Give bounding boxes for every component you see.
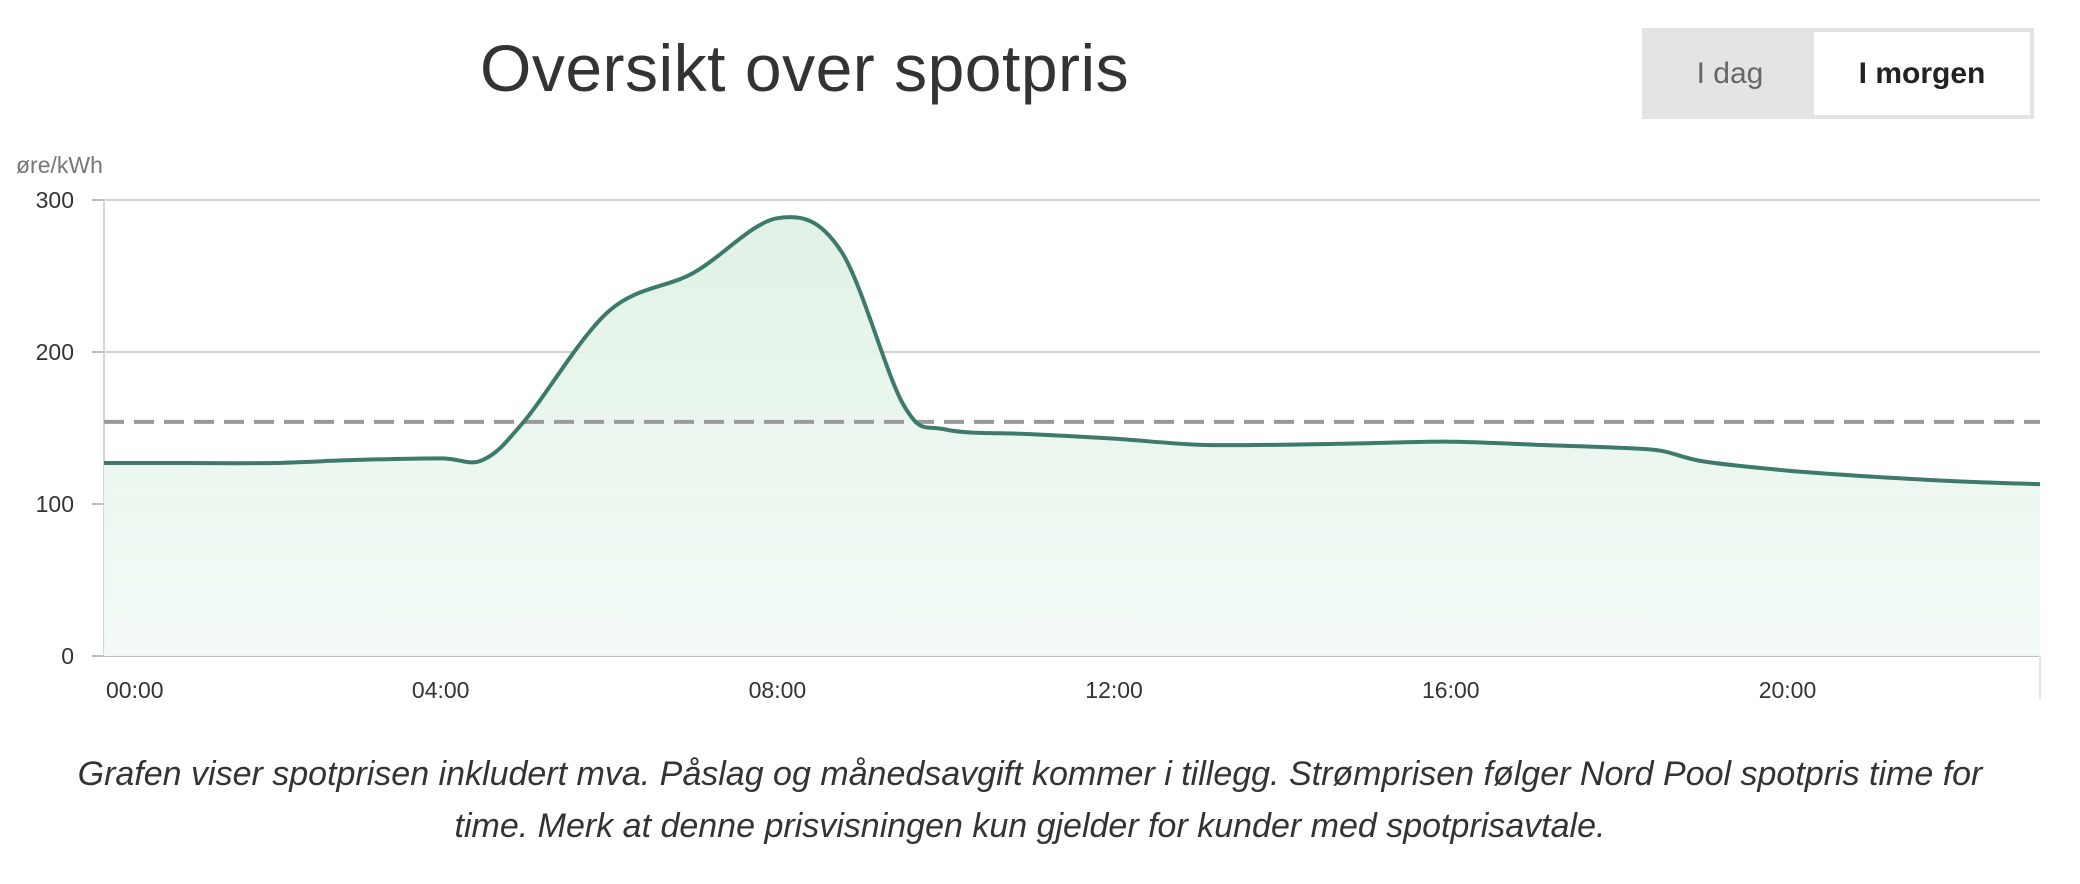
x-tick-label: 00:00 <box>106 677 164 700</box>
tomorrow-tab[interactable]: I morgen <box>1814 32 2030 115</box>
y-tick-label: 300 <box>36 187 74 213</box>
y-axis-unit-label: øre/kWh <box>16 152 103 178</box>
page-title: Oversikt over spotpris <box>480 31 1130 105</box>
chart-caption: Grafen viser spotprisen inkludert mva. P… <box>77 755 1983 845</box>
price-series-line <box>104 215 2041 487</box>
today-tab[interactable]: I dag <box>1646 32 1814 115</box>
x-tick-label: 20:00 <box>1759 677 1817 700</box>
day-toggle: I dag I morgen <box>1642 28 2034 119</box>
x-tick-label: 04:00 <box>412 677 470 700</box>
x-axis-ticks: 00:00 04:00 08:00 12:00 16:00 20:00 <box>106 677 1816 700</box>
y-axis-ticks: 0 100 200 300 <box>36 187 104 669</box>
y-tick-label: 200 <box>36 339 74 365</box>
x-tick-label: 08:00 <box>749 677 807 700</box>
x-tick-label: 12:00 <box>1085 677 1143 700</box>
spot-price-chart: øre/kWh 0 100 200 300 00:00 04:00 08:00 12:00 1… <box>16 152 2041 700</box>
y-tick-label: 100 <box>36 491 74 517</box>
x-tick-label: 16:00 <box>1422 677 1480 700</box>
y-tick-label: 0 <box>61 643 74 669</box>
